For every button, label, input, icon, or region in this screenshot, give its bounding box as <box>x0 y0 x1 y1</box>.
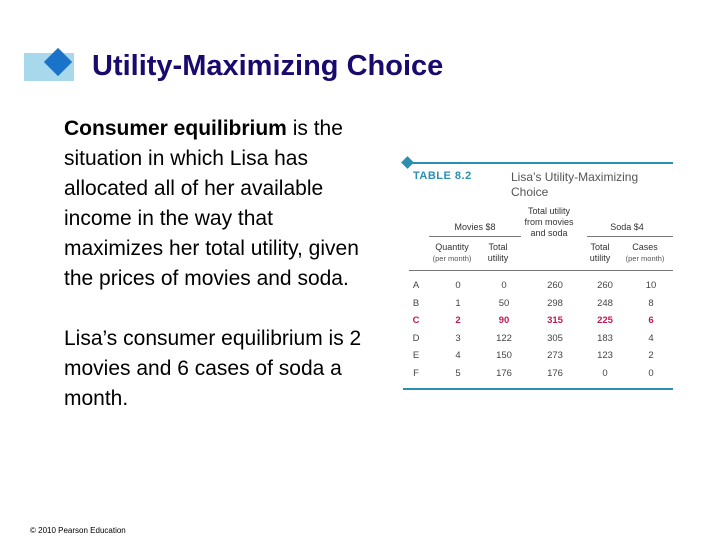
table-cell-combined: 273 <box>547 350 563 361</box>
table-cell-combined: 305 <box>547 332 563 344</box>
table-row: C 2 90 315 225 6 <box>409 315 673 332</box>
soda-cases-header: Cases (per month) <box>619 242 671 264</box>
combined-utility-header: Total utility from movies and soda <box>524 206 574 238</box>
table-cell-movie-utility: 176 <box>496 367 512 379</box>
definition-term: Consumer equilibrium <box>64 117 287 140</box>
table-cell-soda-utility: 0 <box>602 367 608 379</box>
table-cell-quantity: 3 <box>455 332 461 344</box>
soda-cases-sub: (per month) <box>625 254 665 263</box>
table-cell-quantity: 2 <box>455 315 461 326</box>
table-cell-quantity: 5 <box>455 367 461 379</box>
soda-total-sub: utility <box>589 253 611 263</box>
table-cell-label: C <box>412 315 420 326</box>
table-cell-movie-utility: 150 <box>496 350 512 361</box>
movie-total-header: Total utility <box>481 242 515 264</box>
table-cell-cases: 2 <box>648 350 654 361</box>
table-cell-soda-utility: 248 <box>597 297 613 309</box>
table-cell-cases: 0 <box>648 367 654 379</box>
movie-total-label: Total <box>488 242 508 252</box>
definition-text: is the situation in which Lisa has alloc… <box>64 117 359 290</box>
table-cell-combined: 315 <box>547 315 563 326</box>
table-cell-soda-utility: 183 <box>597 332 613 344</box>
movie-quantity-header: Quantity (per month) <box>427 242 477 264</box>
body-text: Consumer equilibrium is the situation in… <box>64 114 374 414</box>
table-cell-movie-utility: 122 <box>496 332 512 344</box>
movie-quantity-label: Quantity <box>435 242 469 252</box>
table-cell-movie-utility: 50 <box>498 297 510 309</box>
paragraph-definition: Consumer equilibrium is the situation in… <box>64 114 374 294</box>
table-cell-soda-utility: 260 <box>597 280 613 291</box>
soda-group-header: Soda $4 <box>610 222 644 232</box>
table-cell-label: B <box>412 297 420 309</box>
table-row: E 4 150 273 123 2 <box>409 350 673 367</box>
table-cell-label: D <box>412 332 420 344</box>
paragraph-equilibrium: Lisa’s consumer equilibrium is 2 movies … <box>64 327 362 410</box>
table-cell-quantity: 1 <box>455 297 461 309</box>
table-cell-quantity: 0 <box>455 280 461 291</box>
movies-group-header: Movies $8 <box>454 222 496 232</box>
soda-cases-label: Cases <box>632 242 658 252</box>
table-cell-cases: 6 <box>648 315 654 326</box>
table-cell-movie-utility: 90 <box>498 315 510 326</box>
table-cell-combined: 176 <box>547 367 563 379</box>
table-row: B 1 50 298 248 8 <box>409 298 673 315</box>
slide-title: Utility-Maximizing Choice <box>92 50 444 82</box>
table-number: TABLE 8.2 <box>413 170 472 182</box>
table-bottom-rule <box>403 388 673 390</box>
table-cell-cases: 4 <box>648 332 654 344</box>
table-cell-label: E <box>412 350 420 361</box>
table-cell-soda-utility: 123 <box>597 350 613 361</box>
table-cell-combined: 298 <box>547 297 563 309</box>
utility-table-figure: TABLE 8.2 Lisa’s Utility-Maximizing Choi… <box>401 156 673 392</box>
table-title: Lisa’s Utility-Maximizing Choice <box>511 170 639 199</box>
table-header-rule <box>409 270 673 271</box>
movies-group-rule <box>429 236 521 237</box>
table-cell-quantity: 4 <box>455 350 461 361</box>
table-row: A 0 0 260 260 10 <box>409 280 673 297</box>
movie-quantity-sub: (per month) <box>432 254 472 263</box>
table-cell-soda-utility: 225 <box>597 315 613 326</box>
table-cell-cases: 8 <box>648 297 654 309</box>
table-top-rule <box>409 162 673 164</box>
movie-total-sub: utility <box>487 253 509 263</box>
table-row: D 3 122 305 183 4 <box>409 333 673 350</box>
table-row: F 5 176 176 0 0 <box>409 368 673 385</box>
table-cell-label: A <box>412 280 420 291</box>
soda-group-rule <box>587 236 673 237</box>
table-rule-diamond-icon <box>401 156 414 169</box>
soda-total-label: Total <box>590 242 610 252</box>
copyright-footer: © 2010 Pearson Education <box>30 526 126 535</box>
table-cell-combined: 260 <box>547 280 563 291</box>
table-cell-label: F <box>413 367 419 379</box>
soda-total-header: Total utility <box>583 242 617 264</box>
table-cell-movie-utility: 0 <box>501 280 507 291</box>
table-cell-cases: 10 <box>645 280 657 291</box>
